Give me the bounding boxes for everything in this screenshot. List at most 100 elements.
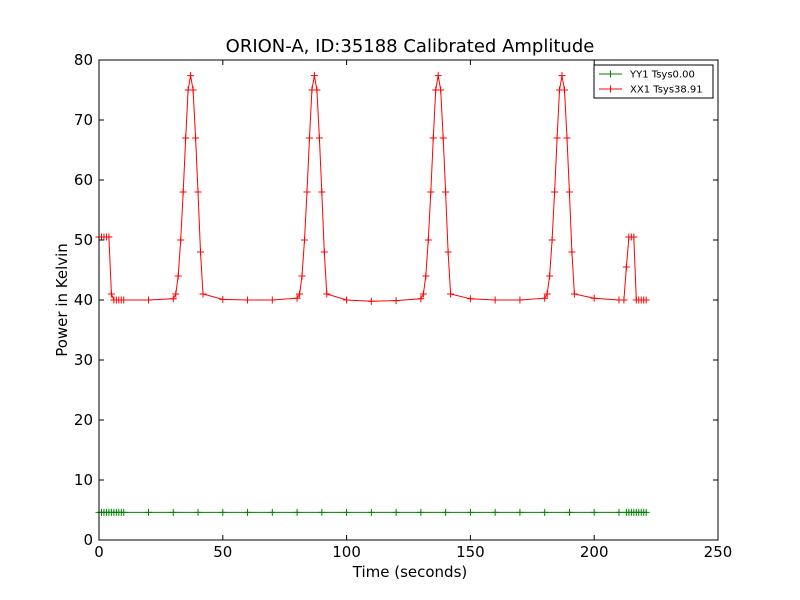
data-point bbox=[323, 290, 331, 298]
legend: YY1 Tsys0.00 XX1 Tsys38.91 bbox=[593, 64, 714, 99]
data-point bbox=[169, 508, 177, 516]
data-point bbox=[548, 236, 556, 244]
y-tick-label: 70 bbox=[74, 111, 93, 129]
data-point bbox=[590, 508, 598, 516]
data-point bbox=[491, 508, 499, 516]
y-tick-label: 0 bbox=[83, 531, 93, 549]
data-point bbox=[392, 508, 400, 516]
data-point bbox=[491, 296, 499, 304]
data-point bbox=[145, 508, 153, 516]
data-point bbox=[105, 233, 113, 241]
series-2 bbox=[95, 72, 650, 305]
data-point bbox=[367, 508, 375, 516]
data-point bbox=[120, 296, 128, 304]
data-point bbox=[174, 272, 182, 280]
data-point bbox=[622, 263, 630, 271]
data-point bbox=[194, 508, 202, 516]
data-point bbox=[194, 188, 202, 196]
data-point bbox=[172, 290, 180, 298]
data-point bbox=[145, 296, 153, 304]
data-point bbox=[298, 272, 306, 280]
legend-label: XX1 Tsys38.91 bbox=[630, 85, 703, 96]
plot-area: 0 50 100 150 200 250 0 10 20 30 40 50 60 70 80 bbox=[74, 51, 732, 561]
data-point bbox=[268, 508, 276, 516]
data-point bbox=[642, 508, 650, 516]
data-point bbox=[422, 272, 430, 280]
data-point bbox=[343, 508, 351, 516]
data-point bbox=[419, 290, 427, 298]
data-point bbox=[565, 188, 573, 196]
data-point bbox=[179, 188, 187, 196]
data-point bbox=[560, 86, 568, 94]
data-point bbox=[565, 508, 573, 516]
y-axis-label: Power in Kelvin bbox=[53, 243, 71, 357]
x-axis-label: Time (seconds) bbox=[352, 563, 468, 581]
y-tick-label: 30 bbox=[74, 351, 93, 369]
data-point bbox=[429, 134, 437, 142]
y-tick-label: 20 bbox=[74, 411, 93, 429]
data-point bbox=[107, 290, 115, 298]
data-point bbox=[315, 134, 323, 142]
data-point bbox=[444, 248, 452, 256]
data-point bbox=[541, 508, 549, 516]
data-point bbox=[367, 297, 375, 305]
data-point bbox=[244, 296, 252, 304]
legend-entry: YY1 Tsys0.00 bbox=[599, 70, 695, 81]
data-point bbox=[541, 294, 549, 302]
x-tick-label: 50 bbox=[213, 543, 232, 561]
x-tick-label: 250 bbox=[704, 543, 733, 561]
data-point bbox=[563, 134, 571, 142]
data-point bbox=[466, 508, 474, 516]
data-point bbox=[219, 508, 227, 516]
data-point bbox=[313, 86, 321, 94]
data-point bbox=[439, 134, 447, 142]
data-point bbox=[192, 134, 200, 142]
data-point bbox=[310, 72, 318, 80]
x-tick-label: 200 bbox=[580, 543, 609, 561]
data-point bbox=[558, 72, 566, 80]
legend-entry: XX1 Tsys38.91 bbox=[599, 85, 703, 96]
legend-label: YY1 Tsys0.00 bbox=[629, 70, 695, 81]
data-point bbox=[427, 188, 435, 196]
data-point bbox=[182, 134, 190, 142]
data-point bbox=[543, 290, 551, 298]
y-tick-label: 80 bbox=[74, 51, 93, 69]
data-point bbox=[516, 296, 524, 304]
data-point bbox=[424, 236, 432, 244]
data-point bbox=[392, 297, 400, 305]
data-point bbox=[417, 508, 425, 516]
y-tick-label: 10 bbox=[74, 471, 93, 489]
data-point bbox=[590, 294, 598, 302]
data-point bbox=[516, 508, 524, 516]
x-tick-label: 150 bbox=[456, 543, 485, 561]
x-tick-label: 0 bbox=[94, 543, 104, 561]
data-point bbox=[305, 134, 313, 142]
data-point bbox=[244, 508, 252, 516]
data-point bbox=[189, 86, 197, 94]
y-tick-label: 50 bbox=[74, 231, 93, 249]
data-point bbox=[293, 294, 301, 302]
data-point bbox=[268, 296, 276, 304]
data-point bbox=[318, 188, 326, 196]
data-point bbox=[320, 248, 328, 256]
data-point bbox=[437, 86, 445, 94]
data-point bbox=[553, 134, 561, 142]
data-point bbox=[417, 295, 425, 303]
data-point bbox=[197, 248, 205, 256]
chart-title: ORION-A, ID:35188 Calibrated Amplitude bbox=[226, 36, 595, 57]
data-point bbox=[434, 72, 442, 80]
legend-marker bbox=[607, 70, 614, 78]
data-point bbox=[630, 233, 638, 241]
data-point bbox=[301, 236, 309, 244]
data-point bbox=[199, 290, 207, 298]
data-point bbox=[570, 290, 578, 298]
data-point bbox=[293, 508, 301, 516]
data-point bbox=[642, 296, 650, 304]
data-point bbox=[442, 188, 450, 196]
x-tick-label: 100 bbox=[332, 543, 361, 561]
data-point bbox=[466, 295, 474, 303]
data-point bbox=[219, 295, 227, 303]
data-point bbox=[447, 290, 455, 298]
data-point bbox=[343, 296, 351, 304]
data-point bbox=[620, 296, 628, 304]
